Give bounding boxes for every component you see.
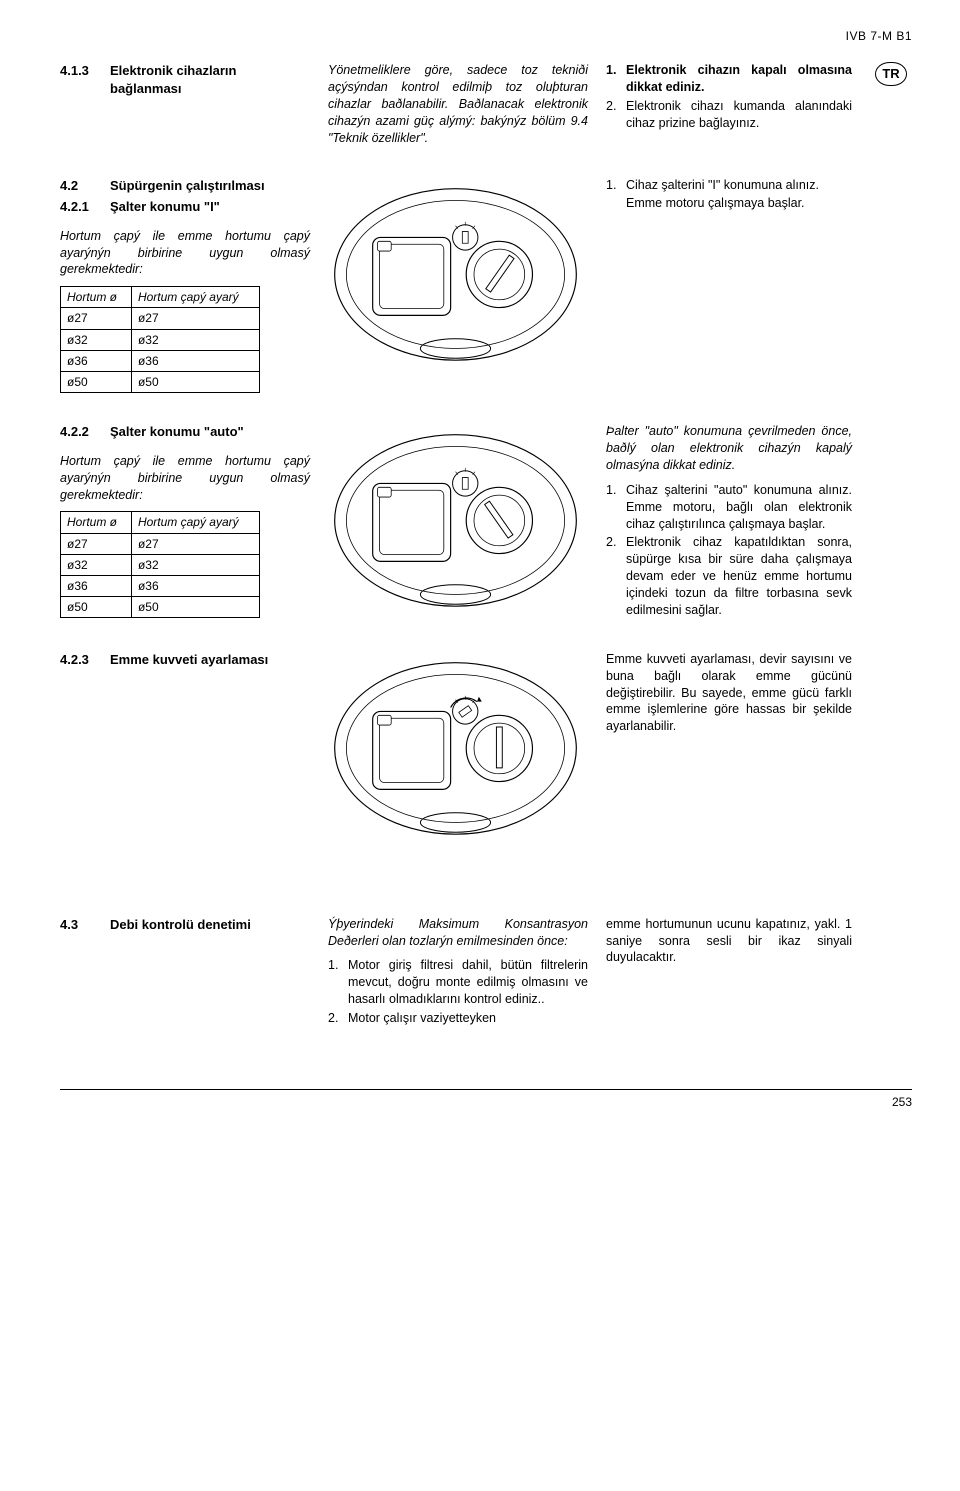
list-text: Emme motoru çalışmaya başlar.: [626, 195, 852, 212]
sec-num: 4.3: [60, 916, 100, 934]
sec-num: 4.2.1: [60, 198, 100, 216]
sec-43-text: emme hortumunun ucunu kapatınız, yakl. 1…: [606, 916, 852, 967]
sec-43-list: 1.Motor giriş filtresi dahil, bütün filt…: [328, 957, 588, 1027]
list-text: Elektronik cihaz kapatıldıktan sonra, sü…: [626, 534, 852, 618]
section-43: 4.3 Debi kontrolü denetimi Ýþyerindeki M…: [60, 916, 912, 1029]
table-cell: ø50: [131, 597, 259, 618]
device-diagram-423: [328, 651, 583, 841]
sec-413-middle-text: Yönetmeliklere göre, sadece toz tekniði …: [328, 62, 588, 146]
list-text: Elektronik cihazın kapalı olmasına dikka…: [626, 62, 852, 96]
table-cell: ø36: [61, 350, 132, 371]
section-413: 4.1.3 Elektronik cihazların bağlanması Y…: [60, 62, 912, 146]
list-num: 2.: [328, 1010, 342, 1027]
table-cell: ø50: [61, 597, 132, 618]
sec-422-note: Hortum çapý ile emme hortumu çapý ayarýn…: [60, 453, 310, 504]
table-cell: ø32: [131, 329, 259, 350]
table-cell: ø27: [131, 533, 259, 554]
footer-rule: [60, 1089, 912, 1090]
sec-421-note: Hortum çapý ile emme hortumu çapý ayarýn…: [60, 228, 310, 279]
table-cell: ø27: [61, 308, 132, 329]
table-cell: ø50: [61, 372, 132, 393]
sec-title: Süpürgenin çalıştırılması: [110, 177, 310, 195]
list-num: 1.: [606, 62, 620, 96]
sec-422-pre-note: Þalter "auto" konumuna çevrilmeden önce,…: [606, 423, 852, 474]
table-cell: ø32: [131, 554, 259, 575]
list-num: 1.: [328, 957, 342, 1008]
table-cell: ø36: [131, 350, 259, 371]
sec-num: 4.2: [60, 177, 100, 195]
sec-num: 4.2.3: [60, 651, 100, 669]
sec-422-list: 1.Cihaz şalterini "auto" konumuna alınız…: [606, 482, 852, 619]
table-header: Hortum ø: [61, 512, 132, 533]
table-cell: ø27: [61, 533, 132, 554]
table-cell: ø50: [131, 372, 259, 393]
list-num: 1.: [606, 177, 620, 194]
sec-num: 4.2.2: [60, 423, 100, 441]
section-423: 4.2.3 Emme kuvveti ayarlaması Emme k: [60, 651, 912, 846]
sec-title: Debi kontrolü denetimi: [110, 916, 310, 934]
table-cell: ø27: [131, 308, 259, 329]
sec-title: Emme kuvveti ayarlaması: [110, 651, 310, 669]
page-number: 253: [60, 1094, 912, 1110]
list-num: 2.: [606, 534, 620, 618]
device-diagram-422: [328, 423, 583, 613]
table-header: Hortum çapý ayarý: [131, 512, 259, 533]
sec-title: Şalter konumu "I": [110, 198, 310, 216]
list-num: 2.: [606, 98, 620, 132]
sec-413-list: 1.Elektronik cihazın kapalı olmasına dik…: [606, 62, 852, 132]
sec-423-text: Emme kuvveti ayarlaması, devir sayısını …: [606, 651, 852, 735]
table-cell: ø32: [61, 554, 132, 575]
list-text: Motor çalışır vaziyetteyken: [348, 1010, 588, 1027]
table-cell: ø36: [61, 575, 132, 596]
list-text: Cihaz şalterini "I" konumuna alınız.: [626, 177, 852, 194]
device-diagram-421: [328, 177, 583, 367]
list-text: Cihaz şalterini "auto" konumuna alınız. …: [626, 482, 852, 533]
list-num: [606, 195, 620, 212]
list-text: Motor giriş filtresi dahil, bütün filtre…: [348, 957, 588, 1008]
table-cell: ø36: [131, 575, 259, 596]
sec-43-pre: Ýþyerindeki Maksimum Konsantrasyon Deðer…: [328, 916, 588, 950]
sec-421-list: 1. Cihaz şalterini "I" konumuna alınız. E…: [606, 177, 852, 213]
sec-title: Elektronik cihazların bağlanması: [110, 62, 310, 97]
lang-badge: TR: [875, 62, 906, 86]
table-cell: ø32: [61, 329, 132, 350]
table-header: Hortum çapý ayarý: [131, 287, 259, 308]
list-num: 1.: [606, 482, 620, 533]
hose-table-422: Hortum ø Hortum çapý ayarý ø27ø27 ø32ø32…: [60, 511, 260, 618]
model-code: IVB 7-M B1: [60, 28, 912, 44]
list-text: Elektronik cihazı kumanda alanındaki cih…: [626, 98, 852, 132]
hose-table-421: Hortum ø Hortum çapý ayarý ø27ø27 ø32ø32…: [60, 286, 260, 393]
table-header: Hortum ø: [61, 287, 132, 308]
section-422: 4.2.2 Şalter konumu "auto" Hortum çapý i…: [60, 423, 912, 621]
sec-title: Şalter konumu "auto": [110, 423, 310, 441]
section-421: 4.2 Süpürgenin çalıştırılması 4.2.1 Şalt…: [60, 177, 912, 394]
sec-num: 4.1.3: [60, 62, 100, 97]
